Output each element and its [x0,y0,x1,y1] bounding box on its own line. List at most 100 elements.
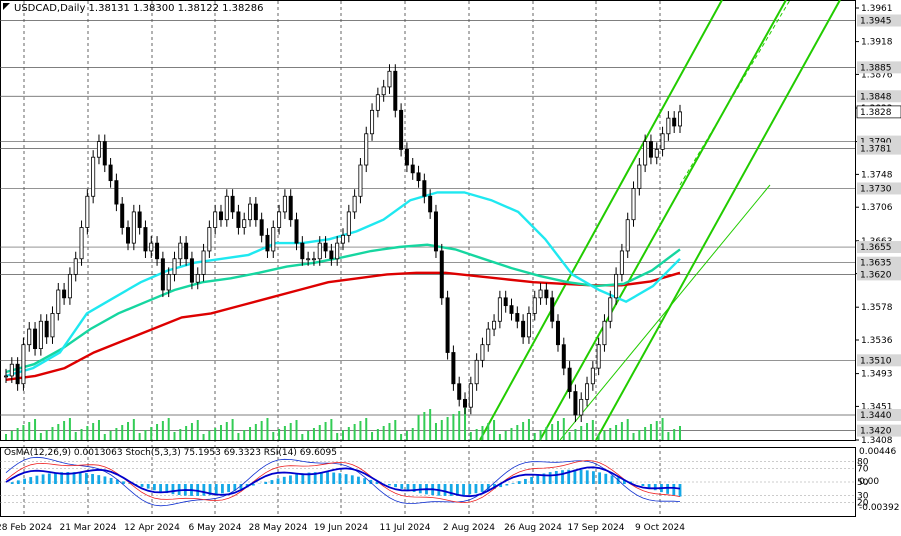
channel-line [559,184,771,441]
candle-body [207,227,212,252]
candle-body [678,111,683,127]
candle-body [346,211,351,236]
candle-body [149,242,154,252]
candle-body [38,320,43,350]
volume-bar [324,422,327,440]
osma-bar [400,484,404,489]
level-label-box [857,182,901,195]
candle-body [108,164,113,182]
candle-body [579,398,584,416]
level-label-box [856,105,901,119]
candle-body [218,211,223,221]
volume-bar [644,427,647,440]
volume-bar [498,434,501,440]
osma-bar [171,484,175,495]
candle-body [509,305,514,314]
channel-line [539,0,787,441]
candle-body [410,164,415,174]
volume-bar [510,428,513,440]
volume-bar [353,424,356,440]
volume-bar [10,431,13,440]
candle-body [15,363,20,385]
candle-body [596,344,601,369]
volume-bar [556,421,559,440]
volume-bar [376,429,379,440]
price-tick-label: 1.3493 [861,370,893,380]
volume-bar [295,420,298,440]
osma-bar [97,475,101,484]
osma-bar [165,484,169,494]
level-label-box [857,61,901,74]
candle-body [306,258,311,261]
osma-bar [641,484,645,486]
level-label: 1.3635 [860,259,892,269]
candle-body [230,195,235,213]
candle-body [590,367,595,385]
osma-bar [350,475,354,484]
collapse-triangle-icon[interactable] [3,3,10,10]
osma-bar [567,469,571,484]
volume-bar [80,429,83,440]
candle-body [27,328,32,346]
candle-body [585,383,590,400]
osma-bar [647,484,651,489]
volume-bar [86,426,89,440]
osma-bar [233,484,237,491]
volume-bar [679,426,681,440]
candle-body [294,219,299,244]
volume-bar [5,434,7,440]
level-label: 1.3945 [860,16,892,26]
candle-body [486,328,491,346]
candle-body [73,258,78,275]
volume-bar [661,418,664,440]
candle-body [56,289,61,314]
volume-bar [202,434,205,440]
osma-bar [66,472,70,484]
price-tick-label: 1.3451 [861,402,893,412]
volume-bar [673,429,676,440]
candle-body [265,234,270,252]
volume-bar [586,423,589,440]
osma-bar [140,484,144,487]
candle-body [340,234,345,244]
candle-body [660,133,665,150]
osma-scale-label: 0.00446 [859,447,896,457]
osma-scale-label: -0.00392 [859,503,899,513]
level-label: 1.3440 [860,411,892,421]
candle-body [9,363,14,377]
candle-body [625,219,630,252]
volume-bars [5,408,681,440]
candle-body [67,273,72,299]
osma-bar [78,472,82,484]
volume-bar [481,426,484,440]
osma-bar [505,484,509,486]
date-label: 28 Feb 2024 [0,523,52,533]
candle-body [614,273,619,299]
volume-bar [469,432,472,440]
main-frame [0,0,856,441]
osma-bar [202,484,206,496]
candle-body [253,203,258,221]
osma-bar [462,484,465,496]
volume-bar [74,432,77,440]
osma-bar [276,478,280,484]
volume-bar [667,432,670,440]
osma-bar [289,475,292,484]
volume-bar [109,431,112,440]
volume-bar [400,434,403,440]
osma-bar [344,474,348,484]
volume-bar [591,420,594,440]
osma-bar [455,484,459,496]
candle-body [474,359,479,385]
candle-body [567,367,572,392]
level-label-box [857,14,901,27]
volume-bar [318,425,321,440]
date-label: 9 Oct 2024 [635,523,685,533]
level-label: 1.3420 [860,427,892,437]
candle-body [224,195,229,221]
ema-teal-line [5,243,681,374]
osma-bar [468,484,472,495]
candle-body [277,211,282,228]
candle-body [521,320,526,338]
candle-body [364,133,369,166]
